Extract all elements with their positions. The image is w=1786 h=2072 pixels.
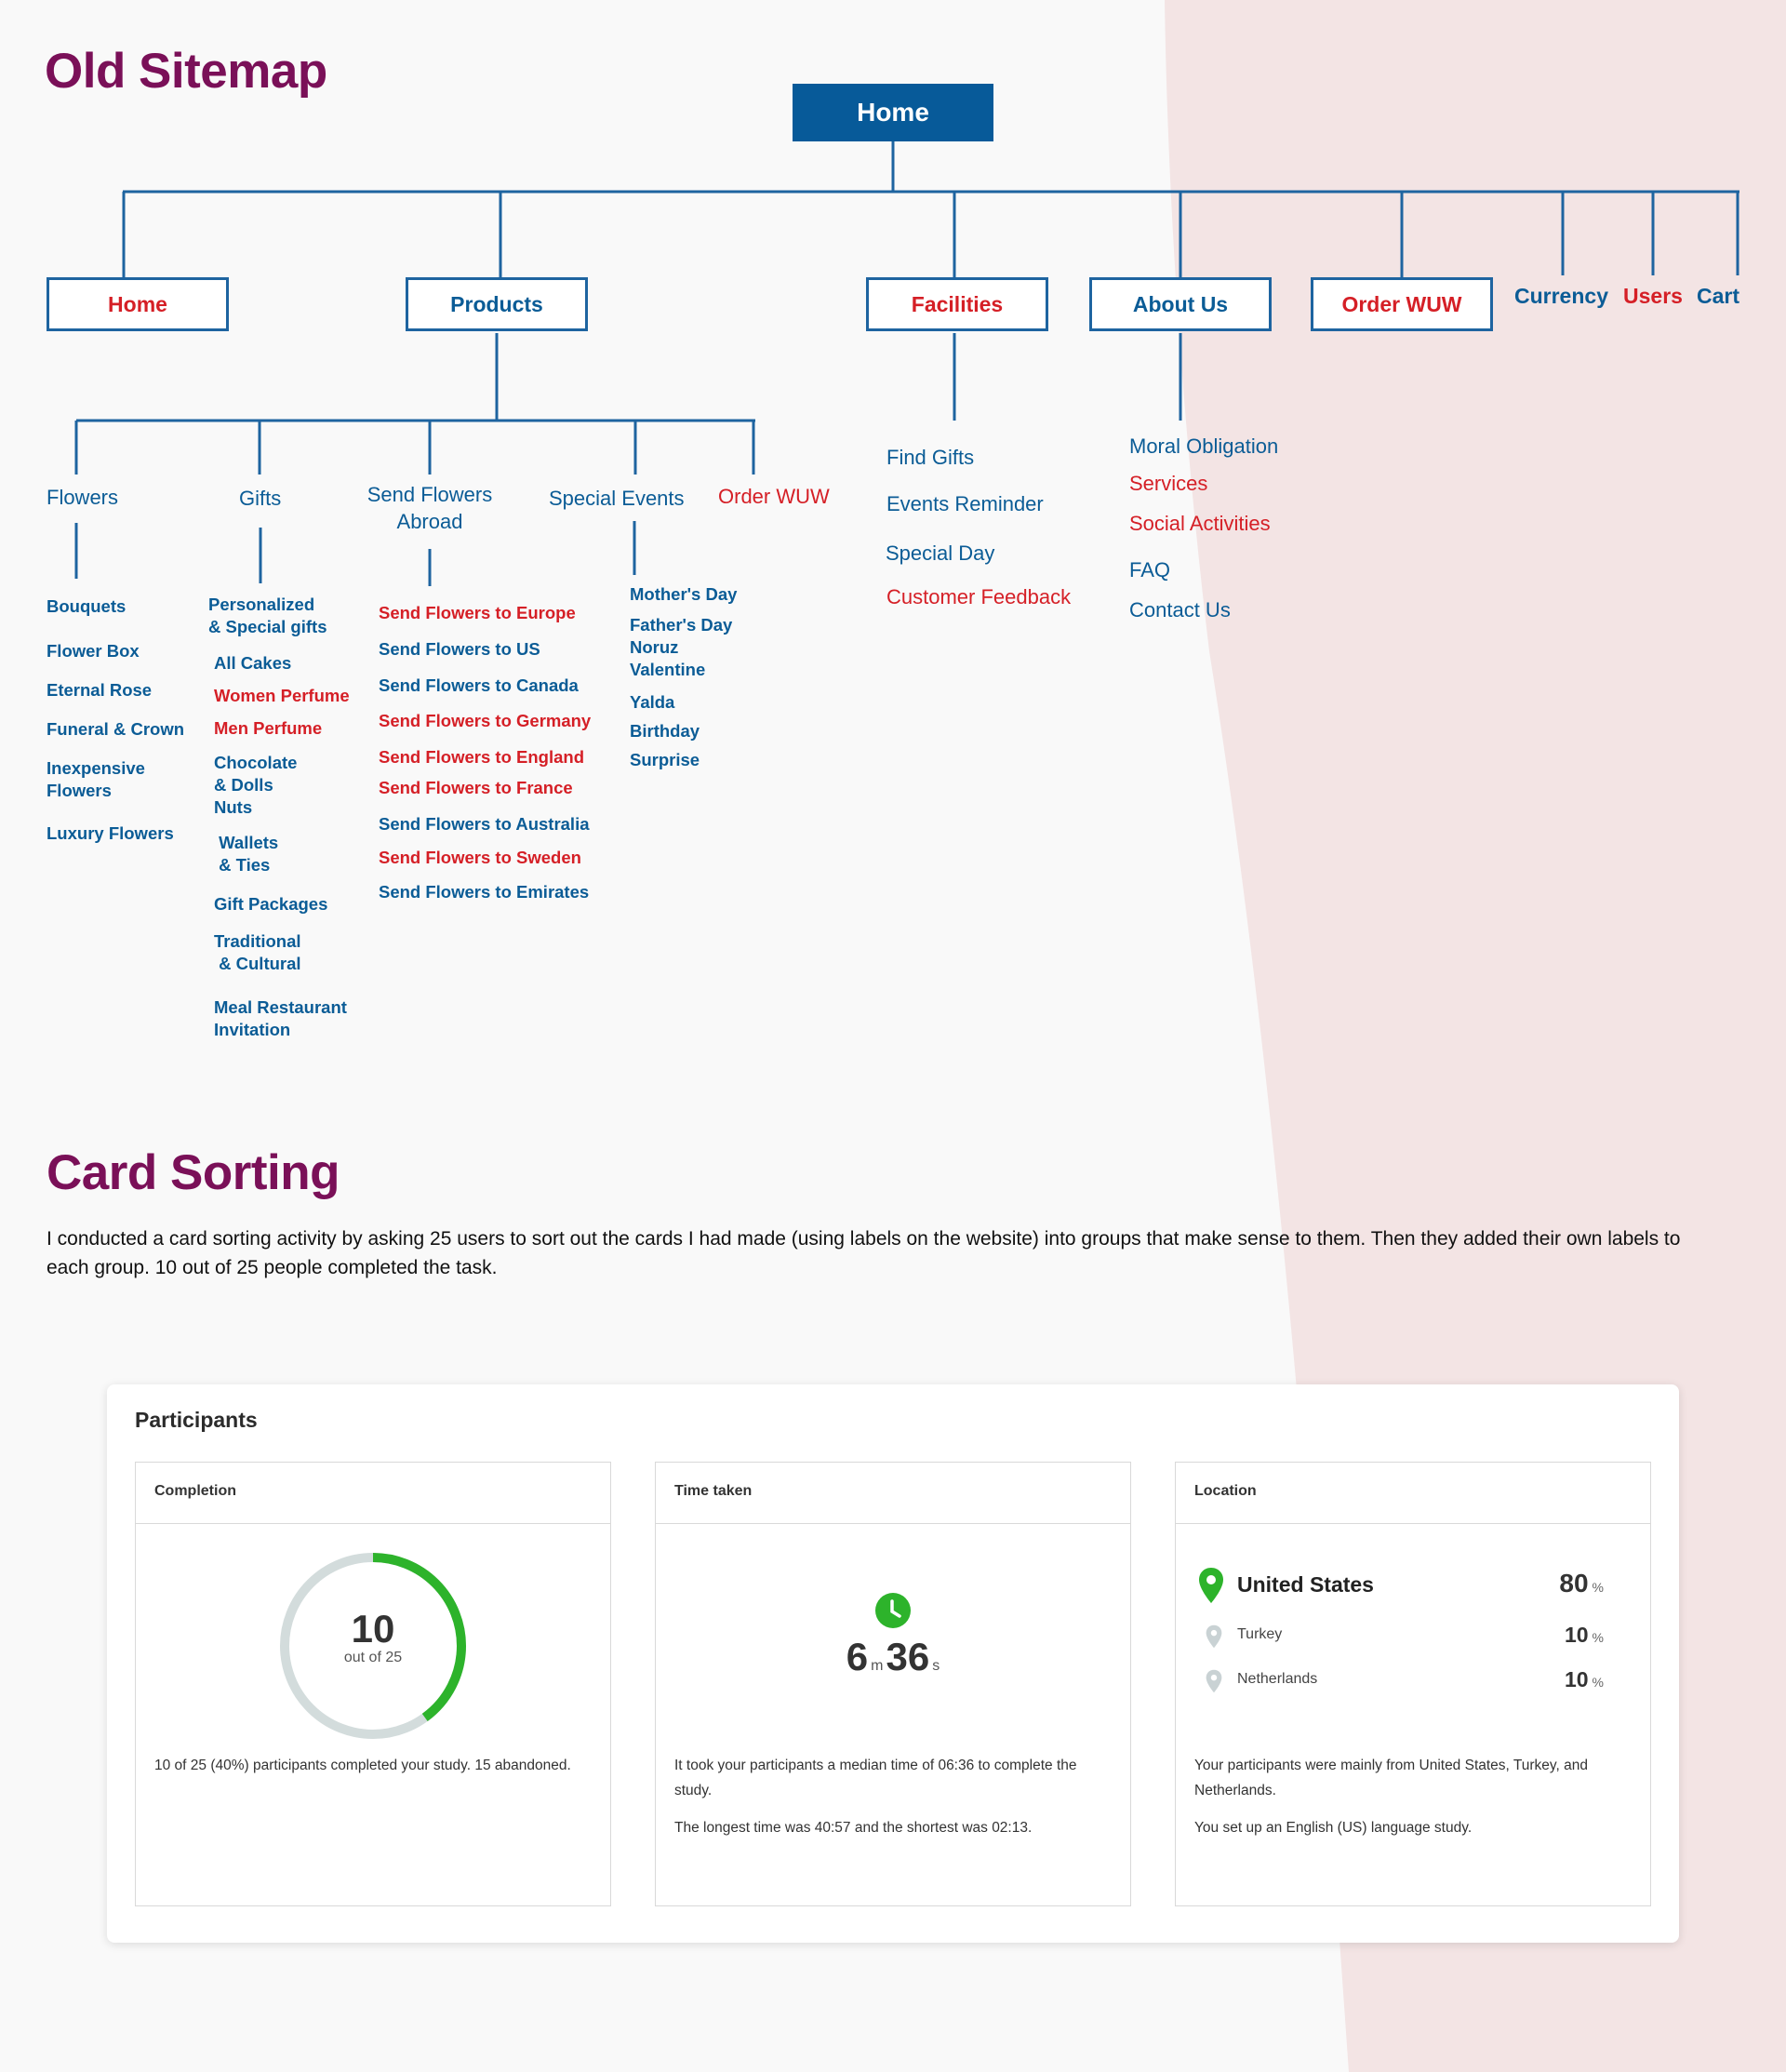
- location-percent-united-states: 80: [1559, 1569, 1589, 1597]
- time-text-range: The longest time was 40:57 and the short…: [674, 1820, 1033, 1836]
- item-men-perfume: Men Perfume: [214, 718, 323, 738]
- completion-panel: Completion 10 out of 25 10 of 25 (40%) p…: [135, 1462, 611, 1906]
- item-abroad-england: Send Flowers to England: [379, 747, 584, 767]
- node-home: Home: [47, 277, 229, 331]
- item-eternal-rose: Eternal Rose: [47, 680, 153, 700]
- item-moral-obligation: Moral Obligation: [1129, 434, 1279, 458]
- item-contact-us: Contact Us: [1129, 598, 1231, 622]
- location-name-netherlands: Netherlands: [1237, 1671, 1318, 1687]
- node-facilities: Facilities: [866, 277, 1048, 331]
- time-text-median: It took your participants a median time …: [674, 1758, 1077, 1798]
- completion-ring: [280, 1553, 466, 1739]
- location-percent-netherlands: 10: [1564, 1667, 1589, 1691]
- node-order-wuw: Order WUW: [1311, 277, 1493, 331]
- item-wallets-ties: Wallets & Ties: [219, 833, 279, 875]
- participants-title: Participants: [135, 1408, 258, 1432]
- node-about-us: About Us: [1089, 277, 1272, 331]
- location-panel: Location United States 80% Turkey 10%: [1175, 1462, 1651, 1906]
- item-all-cakes: All Cakes: [214, 653, 292, 673]
- map-pin-icon: [1206, 1624, 1222, 1649]
- completion-text: 10 of 25 (40%) participants completed yo…: [154, 1758, 571, 1773]
- item-abroad-germany: Send Flowers to Germany: [379, 711, 592, 730]
- sitemap-connectors: [74, 141, 1739, 586]
- node-special-events: Special Events: [549, 487, 685, 510]
- item-fathers-day-noruz-valentine: Father's Day Noruz Valentine: [630, 615, 733, 679]
- location-row-turkey: Turkey 10%: [1194, 1621, 1632, 1658]
- node-gifts: Gifts: [239, 487, 282, 510]
- clock-icon: [875, 1593, 911, 1628]
- card-sorting-title: Card Sorting: [47, 1145, 340, 1200]
- location-name-united-states: United States: [1237, 1572, 1374, 1597]
- percent-unit: %: [1592, 1580, 1604, 1595]
- item-abroad-emirates: Send Flowers to Emirates: [379, 882, 590, 902]
- node-products: Products: [406, 277, 588, 331]
- map-pin-icon: [1199, 1568, 1223, 1603]
- item-abroad-australia: Send Flowers to Australia: [379, 814, 590, 834]
- item-funeral-crown: Funeral & Crown: [47, 719, 185, 739]
- item-traditional-cultural: Traditional & Cultural: [214, 931, 301, 973]
- item-events-reminder: Events Reminder: [886, 492, 1044, 515]
- item-birthday: Birthday: [630, 721, 700, 741]
- item-customer-feedback: Customer Feedback: [886, 585, 1072, 608]
- completion-value: 10: [351, 1607, 395, 1651]
- item-abroad-europe: Send Flowers to Europe: [379, 603, 576, 622]
- location-row-united-states: United States 80%: [1194, 1567, 1632, 1604]
- item-inexpensive-flowers: Inexpensive Flowers: [47, 758, 145, 800]
- location-name-turkey: Turkey: [1237, 1626, 1283, 1642]
- completion-total-label: out of 25: [343, 1650, 403, 1665]
- location-text-language: You set up an English (US) language stud…: [1194, 1820, 1473, 1836]
- item-social-activities: Social Activities: [1129, 512, 1271, 535]
- item-gift-packages: Gift Packages: [214, 894, 328, 914]
- location-text-summary: Your participants were mainly from Unite…: [1194, 1758, 1589, 1798]
- item-mothers-day: Mother's Day: [630, 584, 738, 604]
- time-minutes-unit: m: [871, 1658, 884, 1674]
- completion-ring-progress: [280, 1553, 466, 1739]
- location-percent-turkey: 10: [1564, 1623, 1589, 1647]
- node-cart: Cart: [1697, 284, 1740, 308]
- card-sorting-description: I conducted a card sorting activity by a…: [47, 1228, 1681, 1278]
- participants-card: Participants Completion 10 out of 25 10 …: [107, 1384, 1679, 1943]
- item-special-day: Special Day: [886, 541, 995, 565]
- sitemap-title: Old Sitemap: [45, 44, 327, 99]
- item-abroad-canada: Send Flowers to Canada: [379, 675, 579, 695]
- item-surprise: Surprise: [630, 750, 700, 769]
- item-personalized-gifts: Personalized & Special gifts: [208, 595, 327, 636]
- node-flowers: Flowers: [47, 486, 119, 509]
- item-women-perfume: Women Perfume: [214, 686, 350, 705]
- item-luxury-flowers: Luxury Flowers: [47, 823, 174, 843]
- time-seconds-unit: s: [932, 1658, 940, 1674]
- root-home-node: Home: [793, 84, 993, 141]
- node-users: Users: [1623, 284, 1683, 308]
- item-bouquets: Bouquets: [47, 596, 127, 616]
- item-find-gifts: Find Gifts: [886, 446, 975, 469]
- completion-heading: Completion: [136, 1463, 610, 1524]
- item-flower-box: Flower Box: [47, 641, 140, 661]
- time-heading: Time taken: [656, 1463, 1130, 1524]
- item-yalda: Yalda: [630, 692, 675, 712]
- item-abroad-france: Send Flowers to France: [379, 778, 573, 797]
- time-seconds: 36: [886, 1635, 930, 1678]
- percent-unit: %: [1592, 1675, 1604, 1690]
- item-abroad-us: Send Flowers to US: [379, 639, 540, 659]
- percent-unit: %: [1592, 1630, 1604, 1645]
- item-meal-restaurant: Meal Restaurant Invitation: [214, 997, 347, 1039]
- node-order-wuw-sub: Order WUW: [718, 485, 830, 508]
- item-abroad-sweden: Send Flowers to Sweden: [379, 848, 581, 867]
- item-faq: FAQ: [1129, 558, 1171, 581]
- item-services: Services: [1129, 472, 1208, 495]
- time-minutes: 6: [846, 1635, 869, 1678]
- location-row-netherlands: Netherlands 10%: [1194, 1665, 1632, 1703]
- node-send-flowers-abroad: Send Flowers Abroad: [367, 483, 493, 533]
- map-pin-icon: [1206, 1669, 1222, 1693]
- time-panel: Time taken 6 m36 s It took your participan…: [655, 1462, 1131, 1906]
- location-heading: Location: [1176, 1463, 1650, 1524]
- item-chocolate-dolls-nuts: Chocolate & Dolls Nuts: [214, 753, 298, 817]
- node-currency: Currency: [1514, 284, 1608, 308]
